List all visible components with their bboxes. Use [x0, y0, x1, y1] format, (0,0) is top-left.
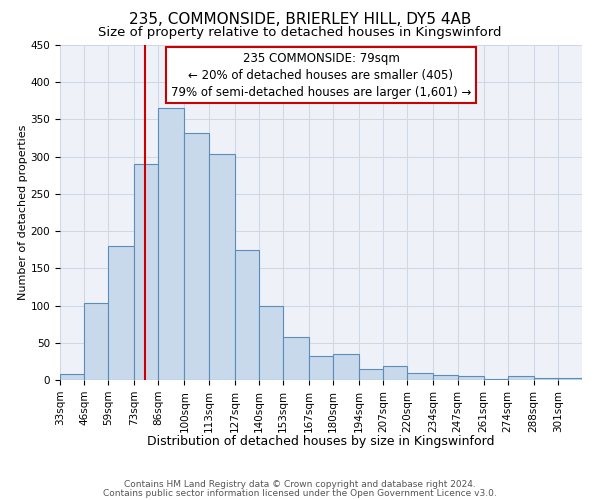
Text: 235, COMMONSIDE, BRIERLEY HILL, DY5 4AB: 235, COMMONSIDE, BRIERLEY HILL, DY5 4AB [129, 12, 471, 28]
Bar [134, 164, 158, 380]
Bar [333, 354, 359, 380]
Bar [209, 154, 235, 380]
Bar [458, 376, 484, 380]
Bar [407, 372, 433, 380]
Bar [259, 306, 283, 380]
Bar [508, 376, 534, 380]
Bar [558, 378, 582, 380]
Bar [108, 246, 134, 380]
Bar [184, 133, 209, 380]
Text: Size of property relative to detached houses in Kingswinford: Size of property relative to detached ho… [98, 26, 502, 39]
Bar [433, 375, 458, 380]
Bar [534, 378, 558, 380]
Bar [309, 356, 333, 380]
Y-axis label: Number of detached properties: Number of detached properties [18, 125, 28, 300]
Bar [60, 374, 84, 380]
Text: Contains public sector information licensed under the Open Government Licence v3: Contains public sector information licen… [103, 488, 497, 498]
Bar [158, 108, 184, 380]
Bar [283, 337, 309, 380]
X-axis label: Distribution of detached houses by size in Kingswinford: Distribution of detached houses by size … [147, 434, 495, 448]
Text: Contains HM Land Registry data © Crown copyright and database right 2024.: Contains HM Land Registry data © Crown c… [124, 480, 476, 489]
Text: 235 COMMONSIDE: 79sqm
← 20% of detached houses are smaller (405)
79% of semi-det: 235 COMMONSIDE: 79sqm ← 20% of detached … [171, 52, 471, 98]
Bar [359, 369, 383, 380]
Bar [383, 366, 407, 380]
Bar [235, 250, 259, 380]
Bar [84, 304, 108, 380]
